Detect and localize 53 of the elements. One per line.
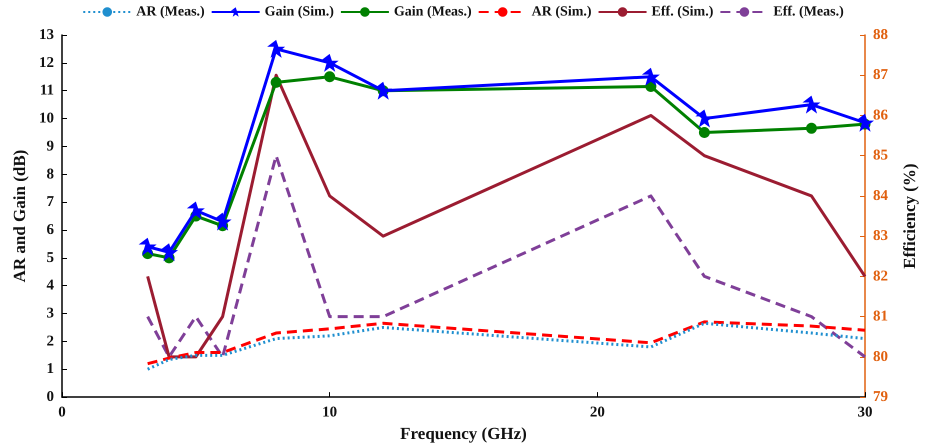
point bbox=[160, 243, 178, 262]
y-tick-label: 10 bbox=[39, 110, 54, 127]
y-tick-label: 13 bbox=[39, 27, 54, 43]
y2-tick-label: 81 bbox=[873, 308, 888, 325]
point bbox=[374, 82, 392, 100]
x-tick-label: 10 bbox=[322, 404, 338, 421]
y2-tick-label: 87 bbox=[873, 67, 888, 84]
y2-tick-label: 88 bbox=[873, 27, 888, 43]
point bbox=[138, 238, 157, 256]
legend-label: Eff. (Sim.) bbox=[652, 4, 714, 20]
point bbox=[186, 201, 205, 220]
point bbox=[642, 68, 660, 86]
y-tick-label: 8 bbox=[46, 166, 54, 182]
point bbox=[695, 110, 714, 128]
legend-label: Eff. (Meas.) bbox=[773, 4, 844, 20]
y2-tick-label: 84 bbox=[873, 188, 888, 204]
y-tick-label: 1 bbox=[46, 361, 54, 378]
y-tick-label: 7 bbox=[46, 194, 54, 210]
y-tick-label: 2 bbox=[46, 333, 54, 350]
x-tick-label: 0 bbox=[58, 404, 66, 421]
x-tick-label: 30 bbox=[858, 404, 872, 421]
point bbox=[856, 114, 874, 132]
legend-label: Gain (Meas.) bbox=[394, 4, 472, 20]
y2-tick-label: 79 bbox=[873, 389, 888, 406]
legend-label: Gain (Sim.) bbox=[264, 4, 334, 20]
y2-tick-label: 80 bbox=[873, 348, 888, 365]
y-axis-title: AR and Gain (dB) bbox=[10, 150, 30, 282]
y2-tick-label: 82 bbox=[873, 268, 888, 284]
y-tick-label: 3 bbox=[46, 306, 54, 322]
y-tick-label: 4 bbox=[46, 278, 54, 294]
legend-label: AR (Meas.) bbox=[136, 4, 206, 20]
point bbox=[270, 76, 282, 88]
point bbox=[267, 40, 286, 58]
y2-tick-label: 83 bbox=[873, 228, 888, 244]
y-tick-label: 11 bbox=[40, 82, 54, 99]
point bbox=[324, 71, 336, 82]
y-tick-label: 12 bbox=[39, 54, 54, 71]
line-series bbox=[146, 154, 866, 358]
point bbox=[806, 122, 817, 134]
x-axis-title: Frequency (GHz) bbox=[400, 424, 527, 443]
point bbox=[802, 96, 820, 114]
y-tick-label: 0 bbox=[46, 389, 54, 406]
y-tick-label: 5 bbox=[46, 250, 54, 266]
y-tick-label: 9 bbox=[46, 138, 54, 154]
y2-tick-label: 85 bbox=[873, 148, 888, 164]
y2-axis-title: Efficiency (%) bbox=[900, 163, 919, 269]
point bbox=[698, 126, 710, 138]
line-series bbox=[146, 74, 866, 358]
y2-tick-label: 86 bbox=[873, 107, 888, 124]
y-tick-label: 6 bbox=[46, 222, 54, 238]
legend-label: AR (Sim.) bbox=[532, 4, 592, 20]
x-tick-label: 20 bbox=[590, 404, 605, 421]
point bbox=[320, 54, 339, 72]
